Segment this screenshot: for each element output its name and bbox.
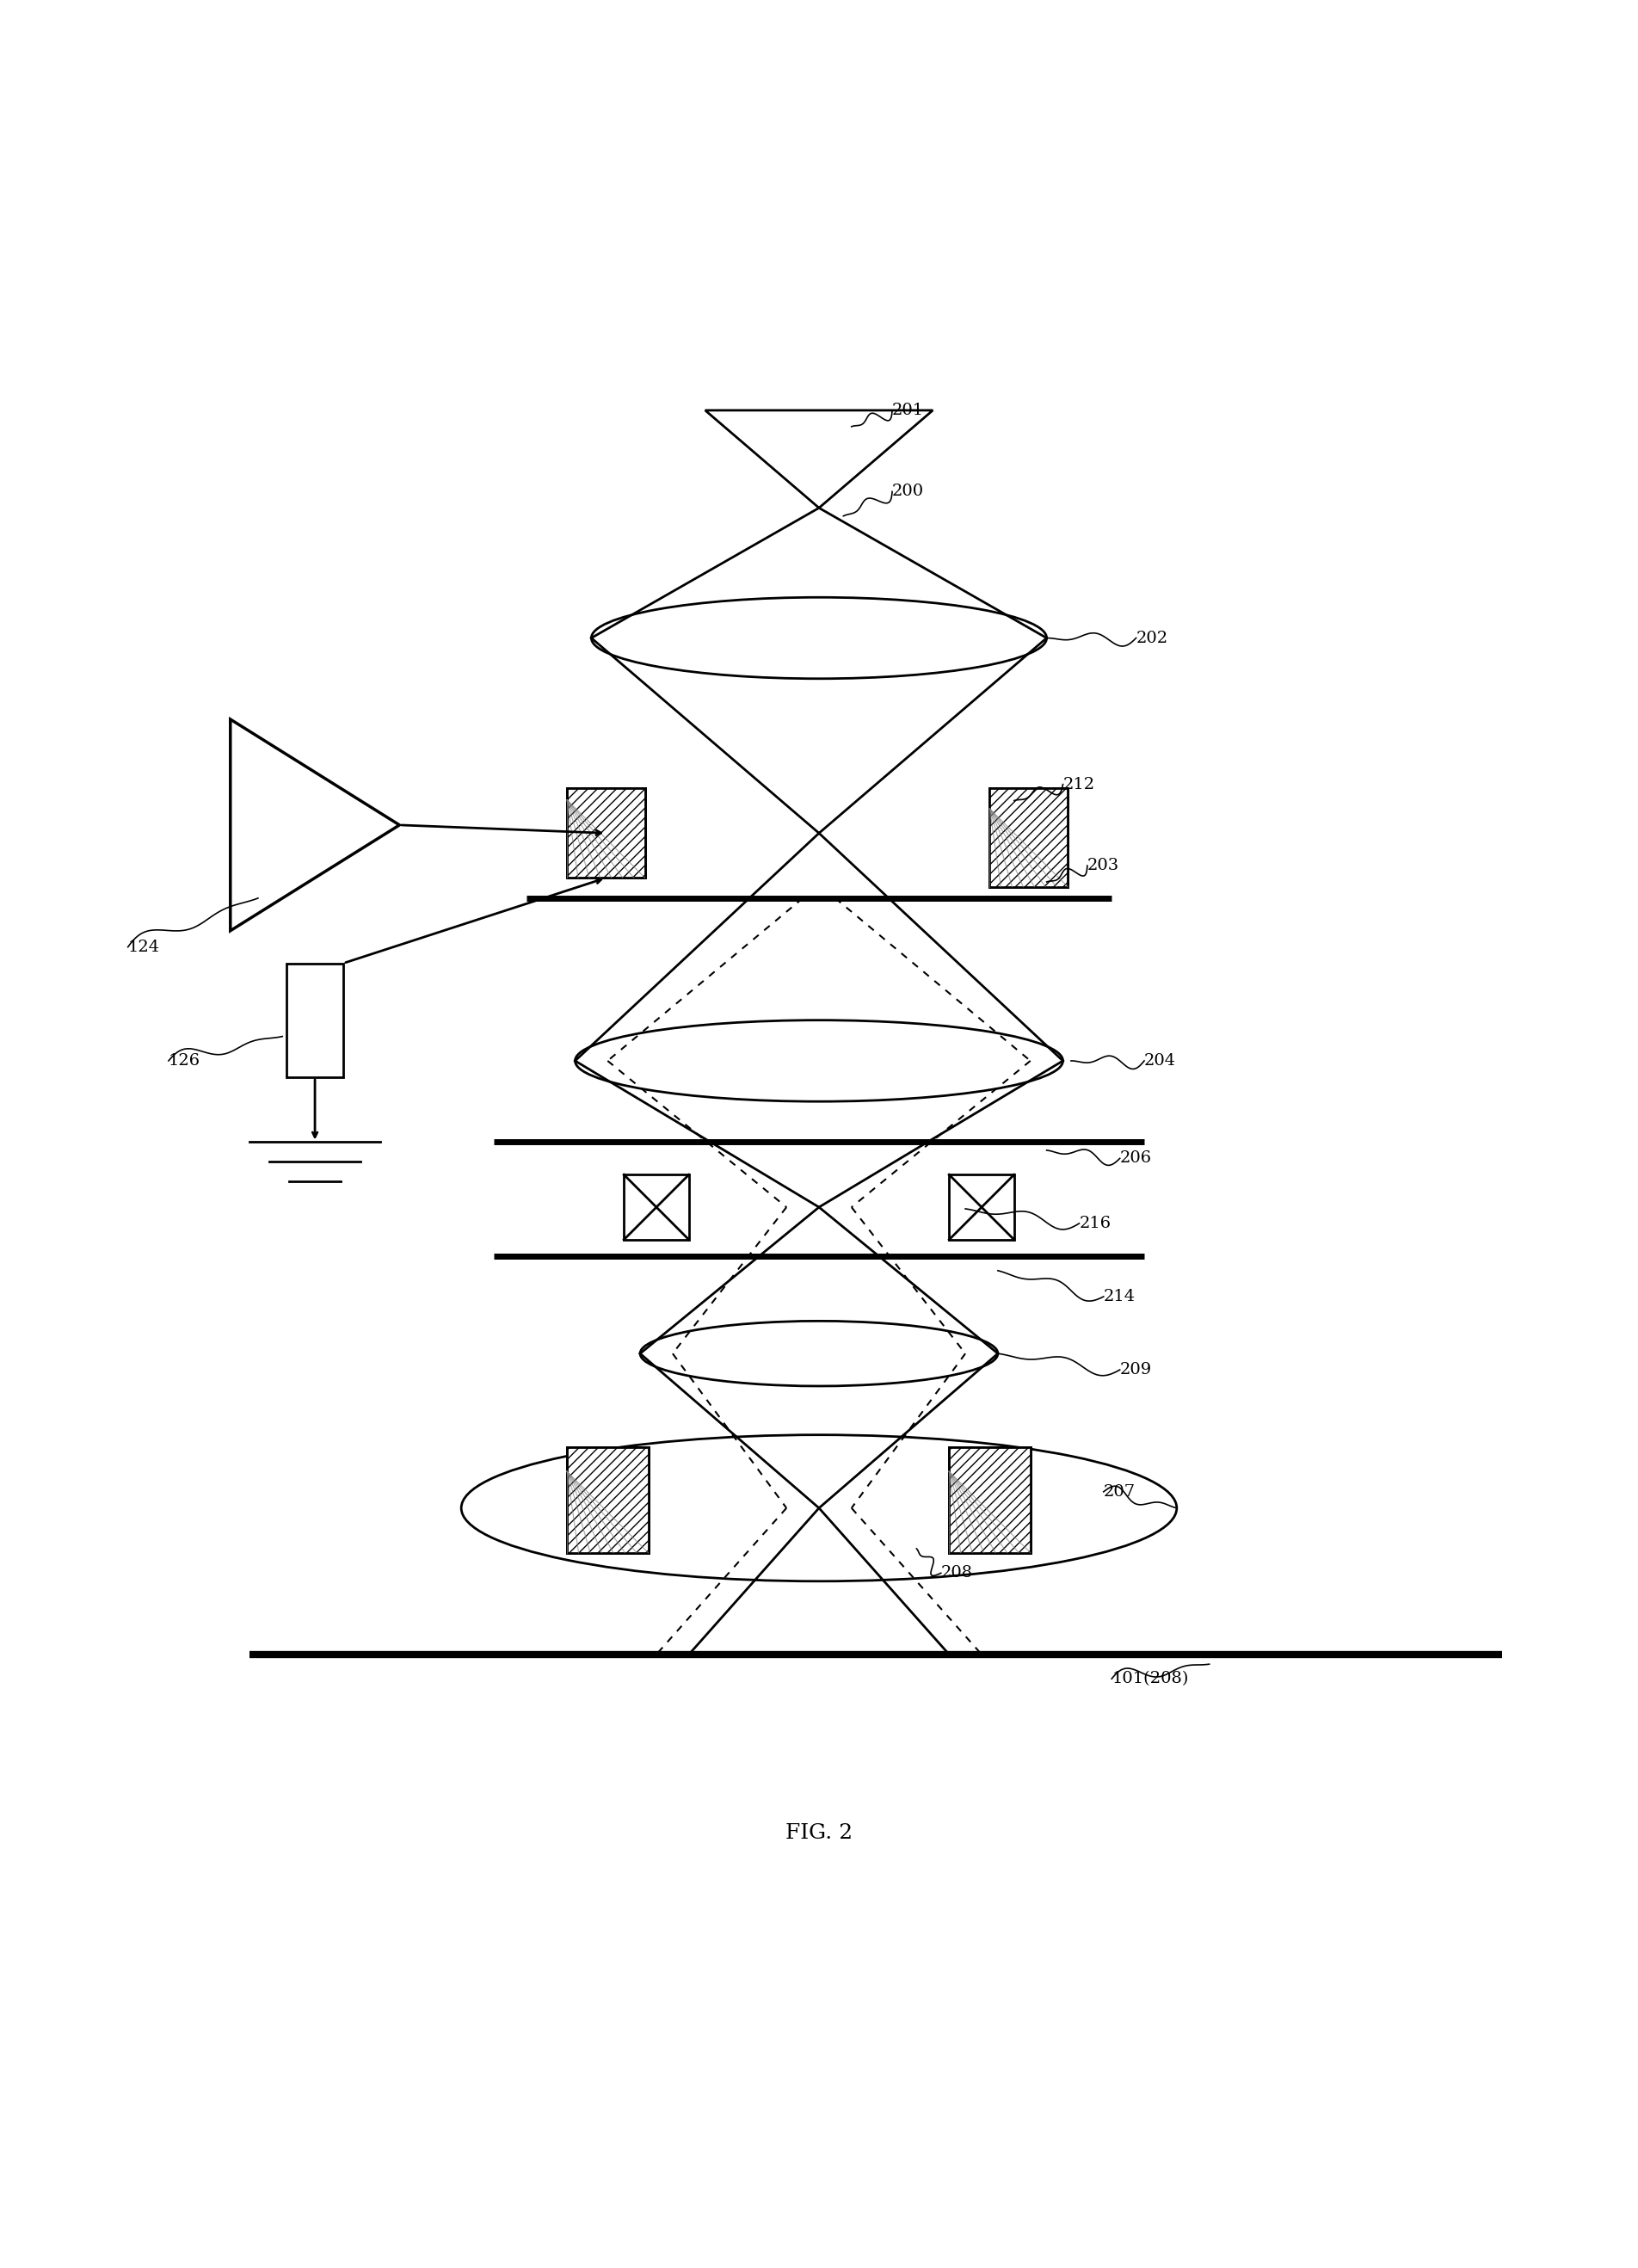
Bar bbox=[989, 789, 1068, 887]
Bar bbox=[567, 1447, 649, 1554]
Text: 207: 207 bbox=[1104, 1483, 1135, 1499]
Text: 208: 208 bbox=[940, 1565, 973, 1581]
Text: 202: 202 bbox=[1137, 631, 1168, 646]
Text: 203: 203 bbox=[1088, 857, 1119, 873]
Text: 206: 206 bbox=[1120, 1150, 1152, 1166]
Bar bbox=[567, 789, 645, 878]
Bar bbox=[989, 789, 1068, 887]
Text: 101(208): 101(208) bbox=[1112, 1672, 1189, 1687]
Bar bbox=[948, 1447, 1030, 1554]
Text: 201: 201 bbox=[893, 404, 924, 417]
Text: 212: 212 bbox=[1063, 776, 1094, 792]
Bar bbox=[948, 1447, 1030, 1554]
Text: 214: 214 bbox=[1104, 1288, 1135, 1304]
Bar bbox=[567, 1447, 649, 1554]
Bar bbox=[567, 789, 645, 878]
Bar bbox=[624, 1175, 690, 1241]
Text: 204: 204 bbox=[1145, 1052, 1176, 1068]
Text: 216: 216 bbox=[1079, 1216, 1111, 1232]
Bar bbox=[948, 1175, 1014, 1241]
Text: 126: 126 bbox=[169, 1052, 200, 1068]
Text: FIG. 2: FIG. 2 bbox=[785, 1823, 853, 1844]
Bar bbox=[287, 964, 344, 1077]
Text: 200: 200 bbox=[893, 483, 924, 499]
Text: 209: 209 bbox=[1120, 1363, 1152, 1377]
Text: 124: 124 bbox=[128, 939, 161, 955]
